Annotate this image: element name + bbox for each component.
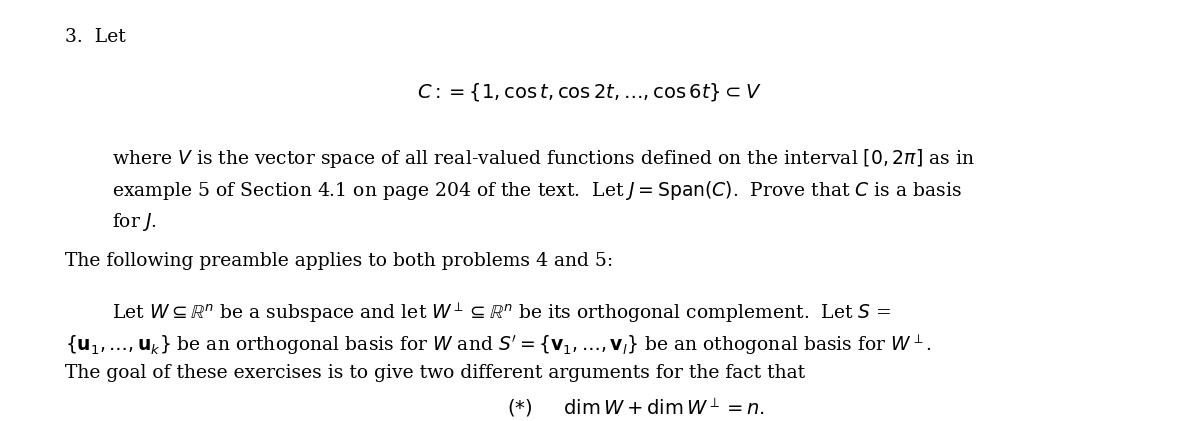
Text: 3.  Let: 3. Let <box>65 28 126 46</box>
Text: $C := \{1, \cos t, \cos 2t, \ldots, \cos 6t\} \subset V$: $C := \{1, \cos t, \cos 2t, \ldots, \cos… <box>418 80 762 103</box>
Text: Let $W \subseteq \mathbb{R}^n$ be a subspace and let $W^\perp \subseteq \mathbb{: Let $W \subseteq \mathbb{R}^n$ be a subs… <box>112 300 892 325</box>
Text: $(*)$ $\quad$ $\dim W + \dim W^\perp = n.$: $(*)$ $\quad$ $\dim W + \dim W^\perp = n… <box>506 397 764 420</box>
Text: $\{\mathbf{u}_1, \ldots, \mathbf{u}_k\}$ be an orthogonal basis for $W$ and $S' : $\{\mathbf{u}_1, \ldots, \mathbf{u}_k\}$… <box>65 332 931 357</box>
Text: for $J$.: for $J$. <box>112 211 157 233</box>
Text: where $V$ is the vector space of all real-valued functions defined on the interv: where $V$ is the vector space of all rea… <box>112 147 974 170</box>
Text: The following preamble applies to both problems 4 and 5:: The following preamble applies to both p… <box>65 252 613 270</box>
Text: The goal of these exercises is to give two different arguments for the fact that: The goal of these exercises is to give t… <box>65 365 805 382</box>
Text: example 5 of Section 4.1 on page 204 of the text.  Let $J = \mathrm{Span}(C)$.  : example 5 of Section 4.1 on page 204 of … <box>112 179 962 202</box>
